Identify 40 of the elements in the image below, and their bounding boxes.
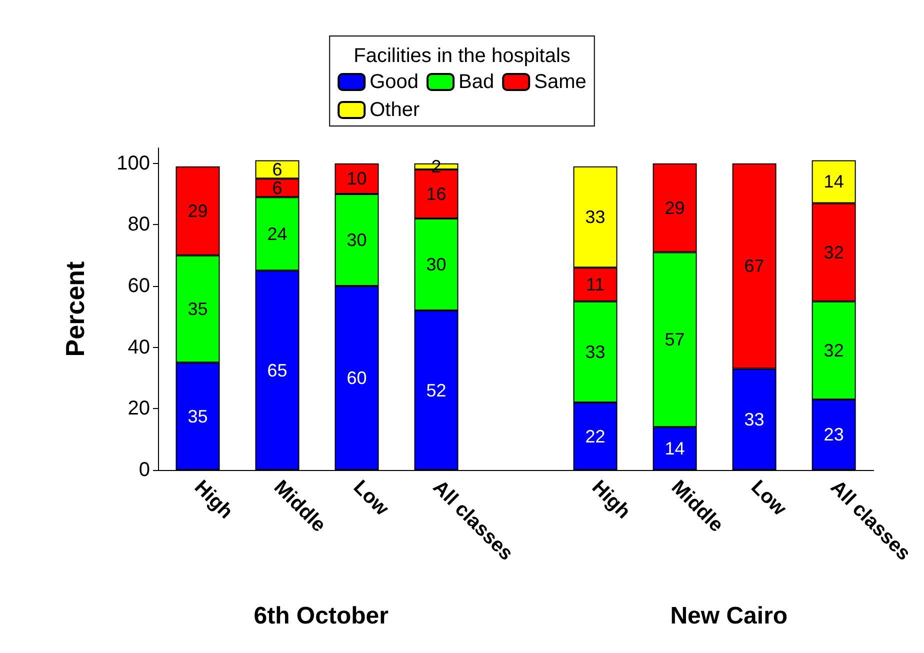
data-label: 23 bbox=[824, 424, 844, 445]
data-label: 6 bbox=[272, 178, 282, 198]
legend-label: Same bbox=[534, 71, 586, 93]
data-label: 33 bbox=[585, 342, 606, 362]
legend-label: Good bbox=[370, 71, 419, 93]
data-label: 10 bbox=[346, 168, 367, 189]
data-label: 14 bbox=[664, 438, 685, 459]
data-label: 24 bbox=[267, 224, 288, 244]
data-label: 16 bbox=[426, 184, 446, 204]
data-label: 32 bbox=[824, 340, 844, 360]
data-label: 30 bbox=[426, 254, 446, 275]
data-label: 60 bbox=[346, 368, 367, 388]
legend-label: Bad bbox=[458, 71, 494, 93]
data-label: 32 bbox=[824, 242, 844, 262]
data-label: 52 bbox=[426, 380, 446, 400]
y-tick-label: 20 bbox=[128, 398, 150, 420]
data-label: 35 bbox=[188, 299, 208, 319]
y-tick-label: 100 bbox=[116, 152, 150, 174]
data-label: 33 bbox=[744, 409, 764, 430]
y-tick-label: 0 bbox=[138, 459, 150, 481]
data-label: 30 bbox=[346, 230, 367, 250]
data-label: 22 bbox=[585, 426, 606, 446]
data-label: 29 bbox=[664, 198, 685, 218]
y-tick-label: 60 bbox=[128, 275, 150, 297]
data-label: 67 bbox=[744, 256, 764, 276]
y-axis-title: Percent bbox=[60, 260, 90, 357]
y-tick-label: 40 bbox=[128, 336, 150, 358]
data-label: 14 bbox=[824, 172, 844, 192]
text: 6th October bbox=[254, 602, 388, 630]
data-label: 11 bbox=[586, 274, 605, 294]
data-label: 33 bbox=[585, 207, 606, 227]
data-label: 6 bbox=[272, 159, 282, 180]
text: New Cairo bbox=[670, 602, 788, 630]
legend-title: Facilities in the hospitals bbox=[354, 45, 570, 67]
data-label: 65 bbox=[267, 360, 288, 380]
legend-label: Other bbox=[370, 99, 420, 121]
data-label: 29 bbox=[188, 200, 208, 221]
data-label: 57 bbox=[664, 330, 685, 350]
data-label: 35 bbox=[188, 406, 208, 426]
y-tick-label: 80 bbox=[128, 214, 150, 236]
